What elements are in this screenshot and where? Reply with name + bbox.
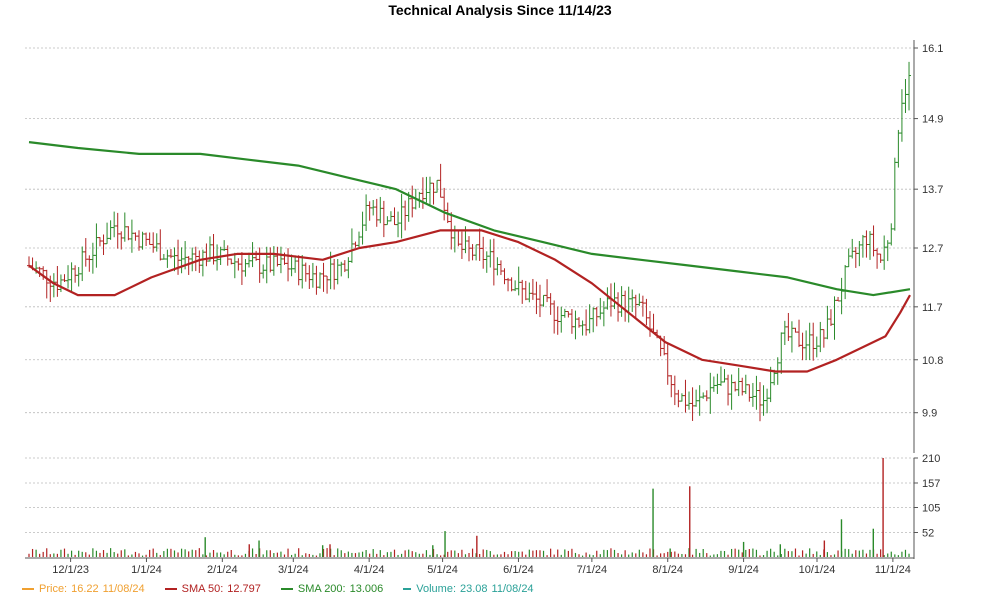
legend-sma200: SMA 200: 13.006 (280, 583, 384, 595)
legend-price-swatch (22, 588, 34, 590)
volume-bars (28, 458, 910, 557)
volume-tick-label: 105 (922, 503, 940, 515)
legend-price-value: 16.22 (71, 583, 99, 595)
legend: Price: 16.22 11/08/24 SMA 50: 12.797 SMA… (22, 581, 554, 597)
volume-tick-label: 52 (922, 527, 934, 539)
price-tick-label: 11.7 (922, 302, 943, 314)
legend-sma50-value: 12.797 (227, 583, 261, 595)
x-tick-label: 6/1/24 (503, 564, 534, 576)
gridlines (25, 47, 914, 533)
x-tick-label: 10/1/24 (799, 564, 836, 576)
moving-averages (28, 141, 911, 373)
price-bars (27, 61, 912, 422)
sma50-line (28, 229, 911, 373)
x-tick-label: 1/1/24 (131, 564, 162, 576)
sma200-line (28, 141, 911, 297)
chart-title: Technical Analysis Since 11/14/23 (388, 2, 612, 18)
price-tick-label: 12.7 (922, 243, 943, 255)
x-tick-label: 12/1/23 (52, 564, 89, 576)
legend-sma200-value: 13.006 (349, 583, 384, 595)
price-tick-label: 16.1 (922, 43, 943, 55)
axes: 9.9 10.8 11.7 12.7 13.7 14.9 16.1 52 105 157 210 12… (25, 40, 943, 576)
x-tick-label: 3/1/24 (278, 564, 309, 576)
legend-sma50-swatch (164, 588, 177, 590)
x-tick-label: 8/1/24 (652, 564, 683, 576)
x-tick-label: 11/1/24 (875, 564, 911, 576)
volume-tick-label: 210 (922, 453, 940, 465)
legend-price-label: Price: (39, 583, 68, 595)
legend-volume: Volume: 23.08 11/08/24 (403, 583, 534, 595)
legend-price-date: 11/08/24 (102, 583, 145, 595)
legend-volume-date: 11/08/24 (491, 583, 534, 595)
legend-sma50: SMA 50: 12.797 (164, 583, 261, 595)
price-tick-label: 9.9 (922, 408, 937, 420)
x-tick-label: 7/1/24 (577, 564, 608, 576)
legend-sma50-label: SMA 50: (181, 583, 224, 595)
volume-tick-label: 157 (922, 478, 940, 490)
price-tick-label: 14.9 (922, 114, 943, 126)
chart-canvas: 9.9 10.8 11.7 12.7 13.7 14.9 16.1 52 105 157 210 12… (25, 40, 943, 576)
x-tick-label: 5/1/24 (427, 564, 458, 576)
legend-price: Price: 16.22 11/08/24 (22, 583, 145, 595)
legend-sma200-label: SMA 200: (297, 583, 346, 595)
legend-volume-swatch (403, 588, 412, 590)
x-tick-label: 9/1/24 (728, 564, 759, 576)
legend-sma200-swatch (280, 588, 293, 590)
x-tick-label: 4/1/24 (354, 564, 385, 576)
legend-volume-value: 23.08 (460, 583, 488, 595)
price-tick-label: 13.7 (922, 184, 943, 196)
legend-volume-label: Volume: (416, 583, 457, 595)
x-tick-label: 2/1/24 (207, 564, 238, 576)
price-tick-label: 10.8 (922, 355, 943, 367)
